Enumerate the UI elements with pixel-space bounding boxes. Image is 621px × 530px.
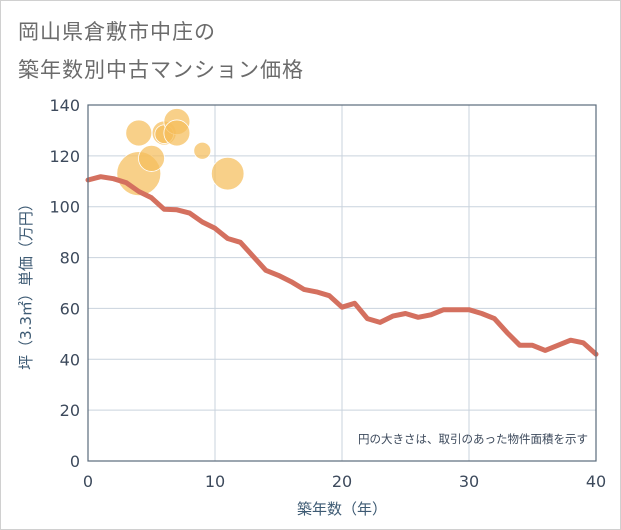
y-tick-label: 40 [60,350,80,369]
bubble-point-6 [163,119,191,147]
x-tick-labels: 0 10 20 30 40 [83,472,606,491]
y-tick-label: 80 [60,249,80,268]
line-layer [85,174,599,357]
chart-title-line1: 岡山県倉敷市中庄の [18,20,216,44]
y-tick-label: 0 [70,452,80,471]
x-tick-label: 20 [332,472,352,491]
y-tick-labels: 0 20 40 60 80 100 120 140 [49,96,80,471]
bubble-point-7 [193,141,212,160]
y-tick-label: 120 [49,147,80,166]
y-tick-label: 100 [49,198,80,217]
bubble-size-note: 円の大きさは、取引のあった物件面積を示す [358,432,588,446]
x-tick-label: 0 [83,472,93,491]
y-tick-label: 140 [49,96,80,115]
chart-title-line2: 築年数別中古マンション価格 [18,58,304,82]
plot-border [87,104,597,462]
x-tick-label: 30 [459,472,479,491]
series-line-0 [85,174,599,357]
y-tick-label: 60 [60,299,80,318]
x-tick-label: 40 [586,472,606,491]
bubble-point-1 [125,119,153,147]
bubble-point-2 [138,144,165,172]
bubble-layer [116,108,245,197]
y-axis-label: 坪（3.3㎡）単価（万円） [17,196,35,370]
x-axis-label: 築年数（年） [297,500,387,518]
x-tick-label: 10 [205,472,225,491]
y-tick-label: 20 [60,401,80,420]
bubble-point-8 [210,156,245,191]
